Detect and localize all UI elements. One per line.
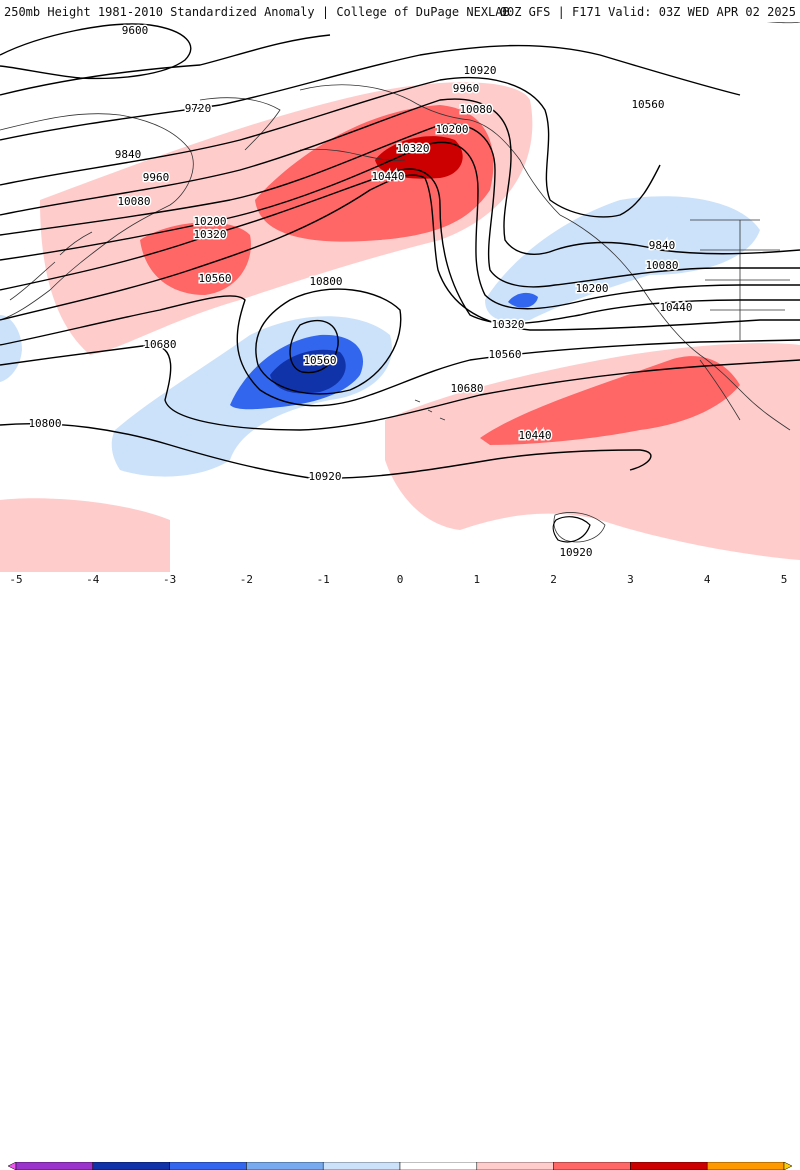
- colorbar-arrow-right: [783, 1162, 792, 1170]
- colorbar-segment: [553, 1162, 631, 1170]
- kamchatka: [199, 97, 281, 151]
- map-header: 250mb Height 1981-2010 Standardized Anom…: [0, 0, 800, 22]
- contour-label: 10560: [488, 348, 521, 361]
- contour-label: 9960: [453, 82, 480, 95]
- contour-label: 10560: [303, 354, 336, 367]
- contour-low-10560: [255, 288, 402, 395]
- negative-anomaly-coast-core: [508, 292, 538, 308]
- contour-10200: [0, 123, 800, 288]
- contour-10560: [0, 174, 800, 331]
- contour-10320: [0, 141, 800, 310]
- colorbar-tick-label: 3: [627, 573, 634, 586]
- contour-10080: [0, 98, 800, 256]
- contour-9840: [0, 44, 741, 141]
- colorbar-segment: [476, 1162, 554, 1170]
- na-west-coast: [559, 214, 791, 431]
- contour-label: 10080: [645, 259, 678, 272]
- negative-anomaly-coast: [485, 196, 760, 322]
- colorbar-tick-label: 4: [703, 573, 711, 586]
- contour-label: 9960: [143, 171, 170, 184]
- colorbar-bar: [8, 1162, 792, 1170]
- positive-anomaly-subtropical-mod: [480, 356, 740, 445]
- contour-label: 10800: [28, 417, 61, 430]
- contour-label: 10320: [491, 318, 524, 331]
- colorbar-tick-label: 5: [780, 573, 788, 586]
- contour-labels: 9600 9720 9840 9960 10080 10200 10320 10…: [27, 23, 694, 561]
- contour-label: 10440: [659, 301, 692, 314]
- contour-label: 10440: [518, 429, 551, 442]
- positive-anomaly-sw: [0, 498, 170, 572]
- colorbar: -5 -4 -3 -2 -1 0 1 2 3 4 5: [0, 572, 800, 1170]
- contour-label: 10560: [198, 272, 231, 285]
- contour-9960: [0, 77, 661, 218]
- colorbar-tick-label: 0: [396, 573, 404, 586]
- state-borders: [690, 219, 790, 340]
- colorbar-segment: [92, 1162, 170, 1170]
- contour-low-island: [552, 516, 591, 543]
- height-anomaly-map: 9600 9720 9840 9960 10080 10200 10320 10…: [0, 0, 800, 572]
- contour-9720: [0, 34, 331, 96]
- map-title: 250mb Height 1981-2010 Standardized Anom…: [4, 5, 510, 19]
- contour-label: 10440: [371, 170, 404, 183]
- colorbar-segment: [169, 1162, 247, 1170]
- contour-label: 10320: [193, 228, 226, 241]
- run-info: 00Z GFS | F171 Valid: 03Z WED APR 02 202…: [499, 5, 796, 19]
- contour-label: 10080: [459, 103, 492, 116]
- colorbar-tick-label: -2: [239, 573, 254, 586]
- contour-label: 9720: [185, 102, 212, 115]
- anomaly-shading: [0, 82, 800, 572]
- colorbar-segment: [399, 1162, 478, 1170]
- colorbar-segment: [322, 1162, 401, 1170]
- alaska-coast: [299, 84, 561, 216]
- contour-label: 10560: [631, 98, 664, 111]
- colorbar-segment: [246, 1162, 324, 1170]
- asia-coast: [0, 113, 194, 321]
- contour-low-10440: [289, 319, 339, 374]
- contour-label: 10800: [309, 275, 342, 288]
- contour-label: 10080: [117, 195, 150, 208]
- contour-10920: [0, 423, 652, 479]
- negative-anomaly-west-edge: [0, 315, 22, 382]
- contour-10800: [0, 344, 800, 431]
- contour-label: 9840: [649, 239, 676, 252]
- contour-label: 10680: [143, 338, 176, 351]
- island-south: [553, 512, 606, 543]
- height-contours: [0, 23, 800, 543]
- contour-label: 9840: [115, 148, 142, 161]
- hawaii: [414, 399, 446, 421]
- contour-label: 10920: [463, 64, 496, 77]
- contour-label: 10200: [435, 123, 468, 136]
- colorbar-tick-label: -5: [9, 573, 23, 586]
- colorbar-segment: [706, 1162, 785, 1170]
- contour-label: 10200: [193, 215, 226, 228]
- contour-label: 9600: [122, 24, 149, 37]
- contour-10440: [0, 168, 800, 325]
- colorbar-segment: [630, 1162, 708, 1170]
- colorbar-segment: [15, 1162, 94, 1170]
- colorbar-arrow-left: [8, 1162, 17, 1170]
- contour-label: 10200: [575, 282, 608, 295]
- contour-label: 10320: [396, 142, 429, 155]
- colorbar-tick-label: 2: [550, 573, 557, 586]
- contour-9600: [0, 23, 192, 80]
- japan-islands: [9, 231, 93, 301]
- colorbar-tick-label: -4: [86, 573, 100, 586]
- colorbar-tick-label: -1: [316, 573, 330, 586]
- positive-anomaly-strong: [375, 136, 463, 179]
- negative-anomaly-strong: [270, 349, 346, 394]
- colorbar-tick-label: 1: [473, 573, 481, 586]
- contour-label: 10920: [559, 546, 592, 559]
- contour-label: 10680: [450, 382, 483, 395]
- colorbar-tick-label: -3: [162, 573, 177, 586]
- contour-label: 10920: [308, 470, 341, 483]
- contour-10680: [0, 295, 800, 407]
